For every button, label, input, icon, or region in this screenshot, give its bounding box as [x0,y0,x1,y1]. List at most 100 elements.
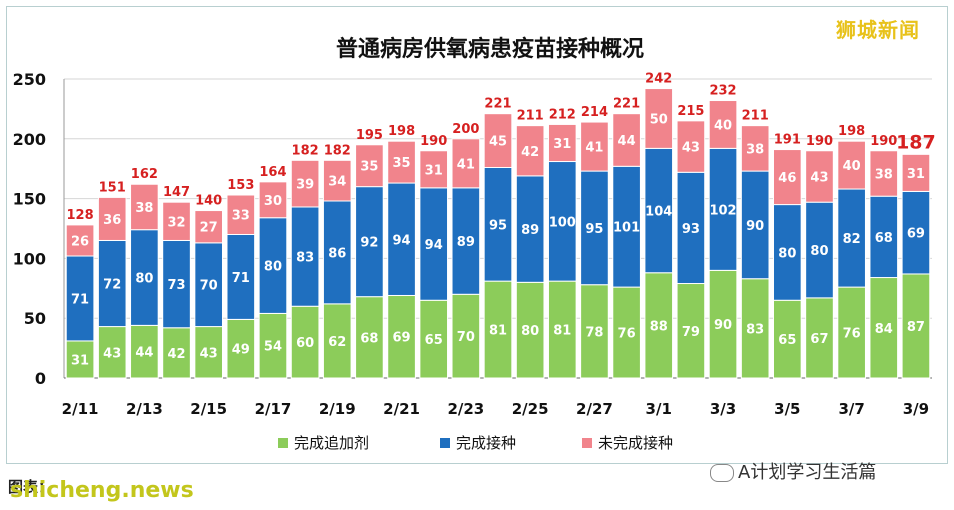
total-label: 162 [131,167,158,182]
data-label: 54 [264,340,282,355]
legend-label: 未完成接种 [598,434,673,452]
bar-segment [162,201,191,241]
total-label: 215 [677,104,704,119]
bar-segment [65,224,95,257]
bar-segment [676,283,706,379]
bar-segment [290,206,320,307]
y-tick-label: 250 [13,70,46,89]
bar-segment [837,286,866,379]
bar-segment [740,170,770,280]
data-label: 95 [489,218,507,233]
data-label: 90 [714,318,732,333]
bar-segment [65,340,95,379]
data-label: 49 [232,343,250,358]
data-label: 34 [328,175,346,190]
data-label: 94 [393,233,411,248]
bar-segment [869,150,899,197]
data-label: 31 [907,167,925,182]
data-label: 83 [296,251,314,266]
data-label: 35 [393,156,411,171]
bar-segment [644,272,674,379]
data-label: 93 [682,222,700,237]
data-label: 27 [200,221,218,236]
total-label: 190 [806,134,833,149]
data-label: 78 [585,325,603,340]
data-label: 86 [328,246,346,261]
data-label: 92 [360,236,378,251]
bar-segment [676,171,706,285]
data-label: 82 [843,232,861,247]
data-label: 35 [360,160,378,175]
data-label: 50 [650,112,668,127]
data-label: 83 [746,322,764,337]
bar-segment [869,195,899,279]
y-tick-label: 0 [35,369,46,388]
bar-segment [676,120,706,173]
data-label: 42 [521,145,539,160]
bar-segment [162,327,191,379]
total-label: 212 [549,107,576,122]
data-label: 43 [682,141,700,156]
bar-segment [130,229,159,326]
x-tick-label: 3/1 [646,400,672,418]
data-label: 43 [810,170,828,185]
data-label: 70 [200,279,218,294]
data-label: 32 [167,215,185,230]
x-tick-label: 2/23 [447,400,484,418]
legend-swatch [440,438,450,448]
chart-title: 普通病房供氧病患疫苗接种概况 [336,36,644,62]
data-label: 65 [425,333,443,348]
data-label: 101 [613,221,640,236]
bar-segment [258,312,288,379]
bar-segment [451,187,481,295]
data-label: 43 [103,346,121,361]
bar-segment [97,196,127,241]
data-label: 71 [71,292,89,307]
total-label: 182 [324,143,351,158]
stacked-bar-chart: 普通病房供氧病患疫苗接种概况 0 50 100 150 200 250 31 71 26 128 2/… [13,36,936,452]
data-label: 40 [843,159,861,174]
bar-segment [612,286,641,379]
data-label: 84 [875,322,893,337]
bar-segment [805,297,834,379]
total-label: 153 [227,178,254,193]
y-tick-label: 50 [24,309,46,328]
bar-segment [419,187,449,301]
data-label: 69 [393,331,411,346]
brand-logo-text: 狮城新闻 [836,18,920,42]
data-label: 80 [135,272,153,287]
bar-segment [483,113,513,169]
data-label: 89 [457,235,475,250]
data-label: 72 [103,278,121,293]
data-label: 71 [232,271,250,286]
total-label: 211 [742,109,769,124]
x-tick-label: 3/5 [774,400,800,418]
x-tick-label: 2/27 [576,400,613,418]
bar-segment [226,318,256,379]
data-label: 38 [875,167,893,182]
total-label: 182 [292,143,319,158]
bar-segment [258,181,288,219]
wechat-account: A计划学习生活篇 [710,458,876,484]
bar-segment [740,125,770,172]
data-label: 79 [682,325,700,340]
site-watermark: shicheng.news [10,478,194,503]
data-label: 104 [645,205,672,220]
x-tick-label: 2/11 [62,400,99,418]
bar-segment [355,144,384,188]
data-label: 39 [296,178,314,193]
total-label: 198 [388,124,415,139]
data-label: 89 [521,223,539,238]
bar-segment [580,284,609,379]
bar-segment [483,280,513,379]
data-label: 38 [135,201,153,216]
bar-segment [419,299,449,379]
bar-segment [773,149,802,206]
data-label: 26 [71,234,89,249]
total-label: 128 [67,208,94,223]
bar-segment [773,299,802,379]
wechat-account-name: A计划学习生活篇 [738,462,877,483]
bar-segment [97,326,127,379]
bar-segment [355,186,384,298]
data-label: 45 [489,135,507,150]
